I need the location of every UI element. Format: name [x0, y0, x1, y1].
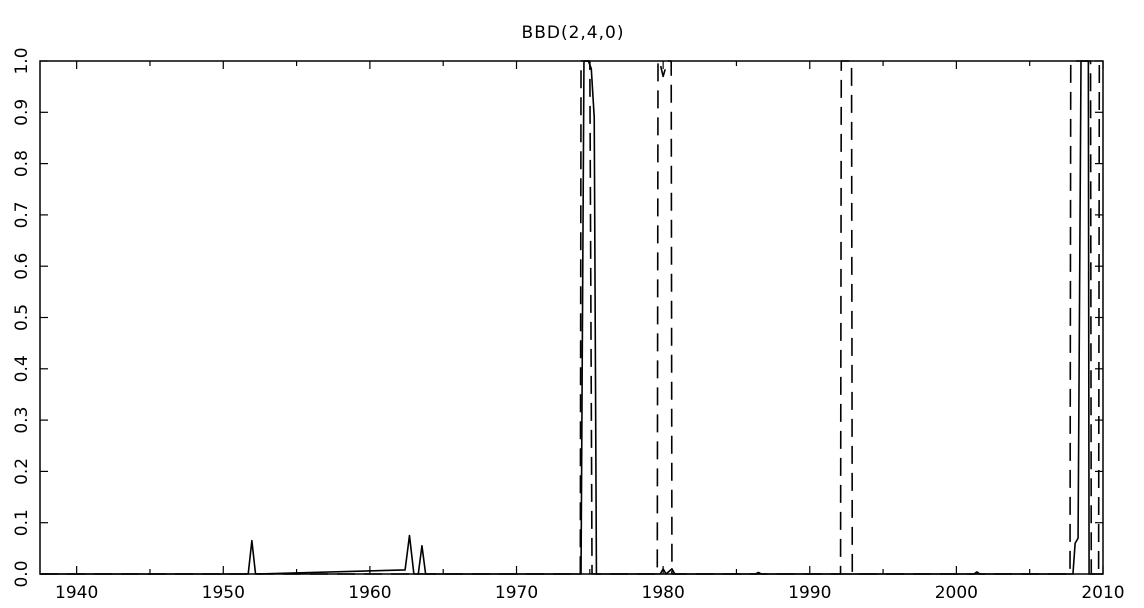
x-tick-label: 2000 [935, 583, 978, 603]
y-tick-label: 0.4 [12, 355, 32, 382]
x-tick-label: 2010 [1081, 583, 1124, 603]
series-solid-line [40, 60, 1103, 575]
y-tick-label: 0.0 [12, 560, 32, 587]
x-tick-label: 1990 [788, 583, 831, 603]
axes-layer [39, 60, 1104, 575]
x-tick-label: 1940 [55, 583, 98, 603]
series-layer [40, 60, 1103, 575]
y-tick-label: 0.9 [12, 99, 32, 126]
x-tick-label: 1960 [348, 583, 391, 603]
y-tick-label: 0.6 [12, 253, 32, 280]
y-tick-label: 0.5 [12, 304, 32, 331]
series-dashed-line [40, 60, 1101, 575]
x-tick-label: 1970 [495, 583, 538, 603]
plot-frame [39, 60, 1104, 575]
y-tick-label: 1.0 [12, 47, 32, 74]
y-tick-label: 0.2 [12, 458, 32, 485]
x-tick-label: 1980 [642, 583, 685, 603]
chart-title: BBD(2,4,0) [522, 23, 625, 43]
labels-layer: 1940 1950 1960 1970 1980 1990 2000 2010 0.0 0.1 0.… [12, 47, 1125, 603]
y-tick-label: 0.8 [12, 150, 32, 177]
y-tick-label: 0.7 [12, 201, 32, 228]
y-tick-label: 0.3 [12, 407, 32, 434]
y-tick-label: 0.1 [12, 509, 32, 536]
x-tick-label: 1950 [202, 583, 245, 603]
